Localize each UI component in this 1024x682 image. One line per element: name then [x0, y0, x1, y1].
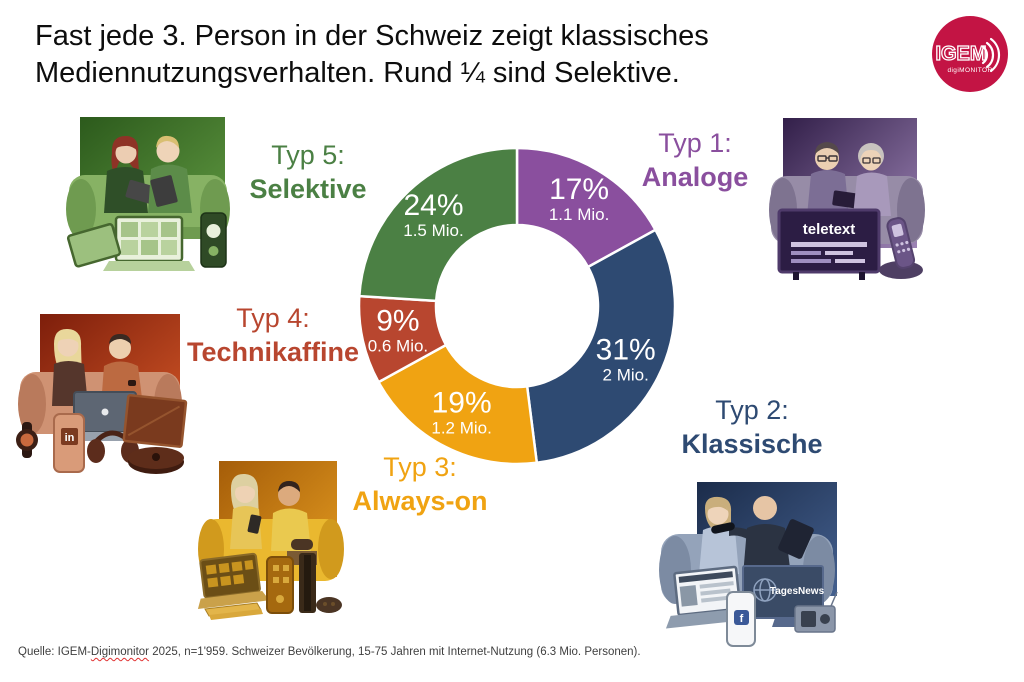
phone-linkedin: in	[53, 413, 85, 473]
typ1-name: Analoge	[641, 162, 749, 192]
standing-phone	[266, 556, 294, 614]
segment-mio-always-on: 1.2 Mio.	[431, 419, 491, 438]
segment-mio-analoge: 1.1 Mio.	[549, 205, 609, 224]
teletext-label: teletext	[803, 221, 856, 238]
typ5-number: Typ 5:	[271, 140, 345, 170]
logo-circle	[932, 16, 1008, 92]
tablet-icon	[778, 519, 814, 559]
older-man-with-glasses	[807, 142, 860, 216]
typ2-name: Klassische	[681, 429, 823, 459]
segment-pct-klassische: 31%	[596, 333, 656, 366]
donut-segment-analoge	[515, 146, 658, 269]
typ1-number: Typ 1:	[658, 128, 732, 158]
teletext-tv: teletext	[777, 208, 881, 280]
igem-digimonitor-logo: IGEM digiMONITOR	[932, 16, 1008, 92]
segment-mio-selektive: 1.5 Mio.	[403, 221, 463, 240]
game-console	[299, 553, 316, 613]
illustration-typ1-analoge: teletext	[769, 118, 925, 280]
robot-vacuum-icon	[128, 447, 184, 474]
woman-with-phone	[230, 473, 262, 549]
donut-chart: 17%1.1 Mio. 31%2 Mio. 19%1.2 Mio. 9%0.6 Mio…	[357, 146, 677, 466]
woman-with-tablet	[104, 135, 157, 213]
typ4-number: Typ 4:	[236, 303, 310, 333]
logo-subtext: digiMONITOR	[947, 67, 992, 74]
laptop-apps	[197, 552, 270, 609]
smartwatch-icon	[16, 422, 38, 458]
typ5-name: Selektive	[249, 174, 367, 204]
apple-logo-icon	[101, 408, 109, 416]
donut-segment-klassische	[525, 228, 677, 465]
man-with-remote-and-tablet	[711, 496, 814, 576]
segment-pct-always-on: 19%	[432, 387, 492, 420]
donut-segment-selektive	[357, 146, 519, 303]
source-note: Quelle: IGEM-Digimonitor 2025, n=1'959. …	[18, 646, 641, 658]
glasses-icon	[817, 155, 838, 162]
tv-screen	[122, 394, 188, 448]
phone-facebook: f	[726, 591, 756, 647]
radio-in-hands	[832, 190, 860, 209]
linkedin-logo-text: in	[65, 432, 75, 444]
older-woman-with-glasses	[853, 143, 891, 216]
cordless-phone	[879, 217, 923, 279]
magazines	[204, 602, 263, 620]
smart-speaker	[200, 212, 227, 268]
laptop-videocall	[103, 215, 195, 271]
gamepad-in-hands	[291, 539, 313, 550]
typ3-number: Typ 3:	[383, 452, 457, 482]
segment-mio-klassische: 2 Mio.	[603, 365, 649, 384]
radio-icon	[794, 591, 838, 633]
laptop-news-site	[665, 565, 754, 629]
glasses-icon	[862, 157, 881, 164]
smartphone-icon	[247, 514, 262, 534]
illustration-typ3-always-on	[197, 461, 344, 620]
game-controller-icon	[316, 597, 342, 613]
label-typ4-technikaffine: Typ 4: Technikaffine	[183, 301, 363, 369]
man-with-tablet	[148, 135, 192, 213]
illustration-typ4-technikaffine: in	[16, 314, 188, 474]
source-spellcheck-word: Digimonitor	[90, 646, 150, 658]
facebook-logo-text: f	[740, 613, 744, 625]
label-typ2-klassische: Typ 2: Klassische	[662, 393, 842, 461]
segment-mio-technikaffine: 0.6 Mio.	[368, 337, 428, 356]
label-typ5-selektive: Typ 5: Selektive	[218, 138, 398, 206]
segment-pct-technikaffine: 9%	[376, 305, 419, 338]
soundwave-icon	[981, 37, 1001, 73]
globe-icon	[753, 578, 777, 602]
segment-pct-analoge: 17%	[549, 173, 609, 206]
tagesnews-label: TagesNews	[770, 586, 825, 597]
label-typ1-analoge: Typ 1: Analoge	[605, 126, 785, 194]
source-text-after: 2025, n=1'959. Schweizer Bevölkerung, 15…	[149, 646, 641, 658]
typ4-name: Technikaffine	[186, 337, 360, 367]
typ2-number: Typ 2:	[715, 395, 789, 425]
source-text-before: Quelle: IGEM-	[18, 646, 91, 658]
linkedin-icon	[61, 428, 78, 445]
label-typ3-always-on: Typ 3: Always-on	[330, 450, 510, 518]
logo-text: IGEM	[935, 43, 986, 65]
illustration-typ2-klassische: TagesNews f	[659, 482, 838, 647]
facebook-icon	[734, 610, 749, 625]
segment-pct-selektive: 24%	[403, 189, 463, 222]
illustration-typ5-selektive	[66, 117, 230, 271]
typ3-name: Always-on	[352, 486, 488, 516]
tv-remote-icon	[711, 522, 735, 534]
tablet-leaning	[66, 223, 122, 268]
donut-segment-always-on	[376, 343, 539, 466]
title-line-1: Fast jede 3. Person in der Schweiz zeigt…	[35, 20, 709, 52]
page-title: Fast jede 3. Person in der Schweiz zeigt…	[35, 18, 709, 92]
title-line-2: Mediennutzungsverhalten. Rund ¼ sind Sel…	[35, 57, 680, 89]
